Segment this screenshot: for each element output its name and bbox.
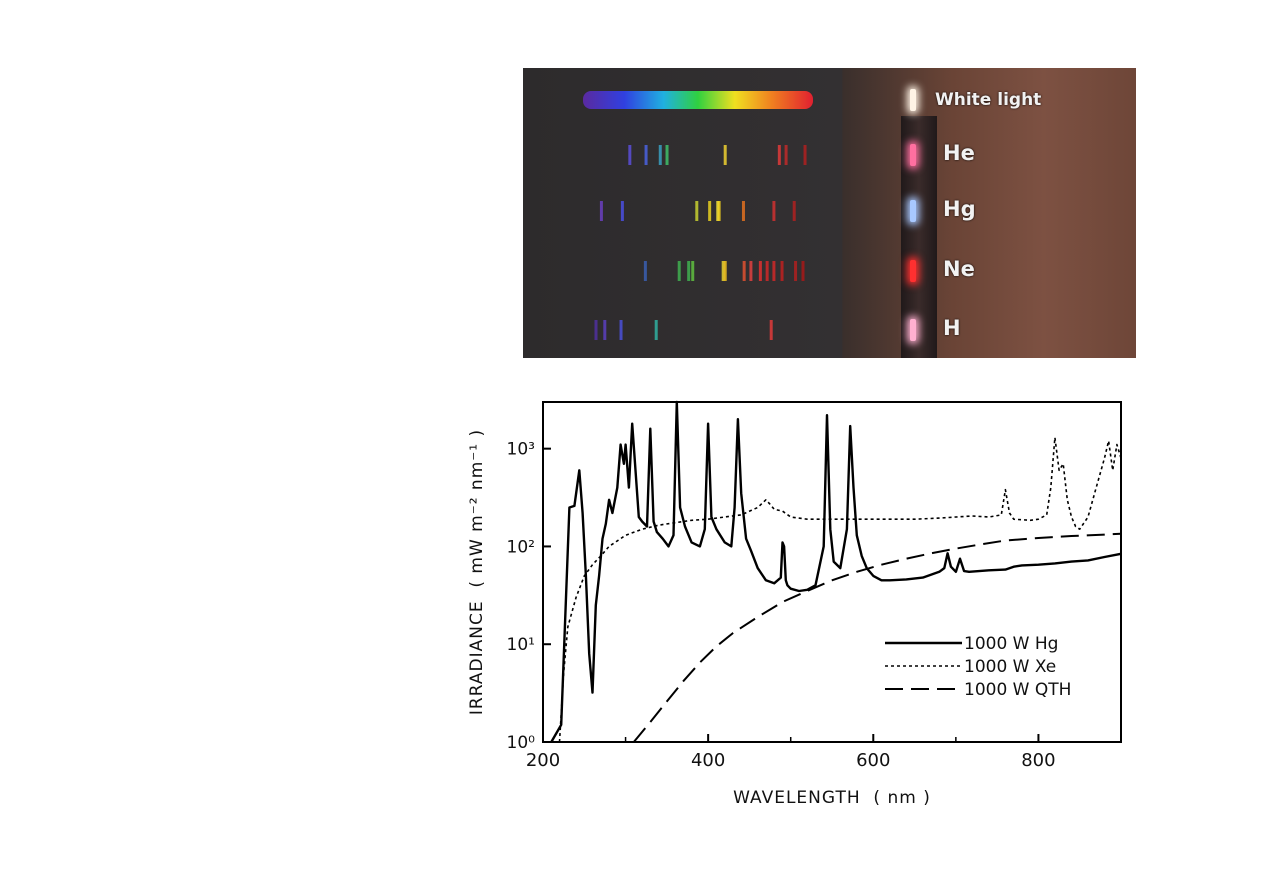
series-line-1 [558, 436, 1122, 743]
y-tick-label: 10² [507, 537, 535, 557]
spectral-line [628, 145, 632, 165]
gas-label: White light [935, 90, 1042, 110]
spectral-line [643, 261, 647, 281]
spectral-line [749, 261, 753, 281]
spectral-line [658, 145, 662, 165]
spectral-line [687, 261, 691, 281]
spectral-line [803, 145, 807, 165]
gas-label: Ne [943, 257, 975, 281]
spectral-line [723, 145, 727, 165]
spectral-line [599, 201, 603, 221]
spectral-line [769, 320, 773, 340]
emission-spectra-photo: White light He Hg Ne H [523, 68, 1136, 358]
spectral-line [777, 145, 781, 165]
legend-label: 1000 W QTH [964, 680, 1071, 700]
spectral-line [594, 320, 598, 340]
spectral-line [758, 261, 762, 281]
spectral-line [708, 201, 712, 221]
legend-label: 1000 W Hg [964, 634, 1058, 654]
lamp-glow [910, 319, 916, 341]
series-line-0 [550, 400, 1122, 743]
lamp-glow [910, 260, 916, 282]
legend-label: 1000 W Xe [964, 657, 1056, 677]
spectral-line [772, 201, 776, 221]
x-tick-label: 200 [526, 750, 560, 771]
y-tick-label: 10³ [507, 440, 535, 460]
spectra-lines-svg [583, 91, 813, 340]
x-axis-label: WAVELENGTH ( nm ) [733, 788, 931, 808]
gas-label: Hg [943, 197, 976, 221]
spectral-line [801, 261, 805, 281]
spectral-line [792, 201, 796, 221]
spectral-line [717, 201, 721, 221]
tick-layer: 200 400 600 800 10⁰ 10¹ 10² 10³ [507, 440, 1056, 771]
lamp-glow [910, 200, 916, 222]
plot-frame [542, 401, 1122, 743]
x-tick-label: 400 [691, 750, 725, 771]
series-layer [550, 400, 1122, 743]
spectral-line [723, 261, 727, 281]
spectral-line [784, 145, 788, 165]
spectral-line [780, 261, 784, 281]
spectral-line [677, 261, 681, 281]
spectral-line [741, 201, 745, 221]
y-tick-label: 10¹ [507, 635, 535, 655]
spectral-line [794, 261, 798, 281]
spectral-line [603, 320, 607, 340]
legend: 1000 W Hg 1000 W Xe 1000 W QTH [885, 634, 1071, 700]
spectral-line [742, 261, 746, 281]
spectral-line [721, 261, 725, 281]
spectral-line [654, 320, 658, 340]
spectral-line [772, 261, 776, 281]
white-light-continuum [583, 91, 813, 109]
spectral-line [765, 261, 769, 281]
spectral-line [644, 145, 648, 165]
gas-label: He [943, 141, 975, 165]
spectral-line [691, 261, 695, 281]
x-tick-label: 800 [1021, 750, 1055, 771]
spectral-line [619, 320, 623, 340]
lamp-glow [910, 89, 916, 111]
lamp-glow [910, 144, 916, 166]
spectral-line [695, 201, 699, 221]
series-line-2 [633, 532, 1122, 743]
y-axis-label: IRRADIANCE ( mW m⁻² nm⁻¹ ) [467, 429, 487, 715]
x-tick-label: 600 [856, 750, 890, 771]
y-tick-label: 10⁰ [507, 733, 536, 753]
gas-label: H [943, 316, 961, 340]
lamp-tube [901, 116, 937, 358]
spectral-line [620, 201, 624, 221]
spectral-line [665, 145, 669, 165]
